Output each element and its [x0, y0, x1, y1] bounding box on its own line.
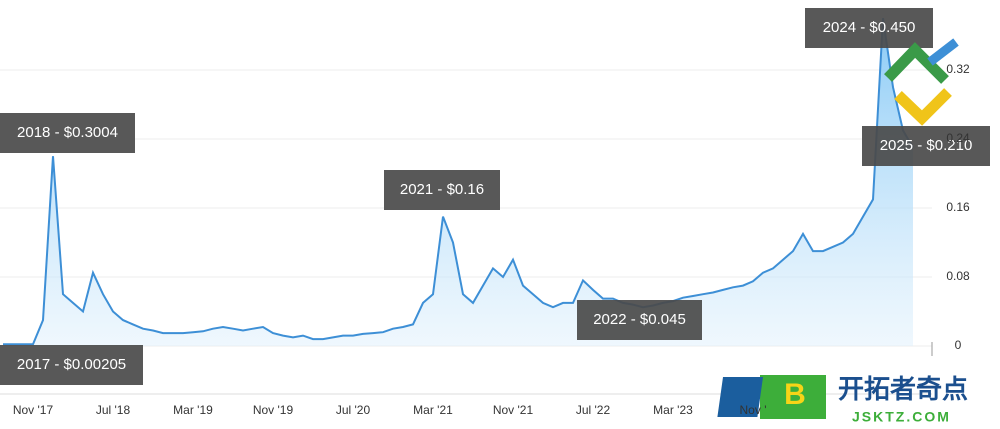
- annotation: 2024 - $0.450: [823, 19, 916, 36]
- annotation: 2018 - $0.3004: [17, 124, 118, 141]
- logo-top: [884, 38, 959, 126]
- annotation: 2022 - $0.045: [593, 311, 686, 328]
- y-tick-label: 0.16: [946, 200, 970, 214]
- annotation: 2025 - $0.210: [880, 137, 973, 154]
- badge: B: [784, 378, 806, 411]
- x-tick-label: Jul '22: [576, 403, 611, 417]
- x-tick-label: Nov '21: [493, 403, 534, 417]
- x-tick-label: Nov '17: [13, 403, 54, 417]
- x-tick-label: Jul '18: [96, 403, 131, 417]
- annotation-box: [862, 126, 990, 166]
- x-tick-label: Mar '19: [173, 403, 213, 417]
- site: JSKTZ.COM: [852, 409, 951, 425]
- annotation-box: [0, 113, 135, 153]
- annotation-box: [0, 345, 143, 385]
- x-tick-label: Nov ': [740, 403, 767, 417]
- annotation-box: [577, 300, 702, 340]
- annotation-box: [384, 170, 500, 210]
- annotation: 2021 - $0.16: [400, 181, 484, 198]
- price-line: [3, 18, 914, 346]
- area: [3, 18, 913, 346]
- x-tick-label: Mar '23: [653, 403, 693, 417]
- logo-bottom: B 开拓者奇点 JSKTZ.COM: [717, 374, 968, 425]
- brand: 开拓者奇点: [838, 374, 968, 404]
- x-tick-label: Jul '20: [336, 403, 371, 417]
- y-tick-label: 0.24: [946, 131, 970, 145]
- y-tick-label: 0.32: [946, 62, 970, 76]
- x-tick-label: Mar '21: [413, 403, 453, 417]
- annotation-box: [805, 8, 933, 48]
- annotation: 2017 - $0.00205: [17, 356, 126, 373]
- x-tick-label: Nov '19: [253, 403, 294, 417]
- y-tick-label: 0.08: [946, 269, 970, 283]
- y-tick-label: 0: [955, 338, 962, 352]
